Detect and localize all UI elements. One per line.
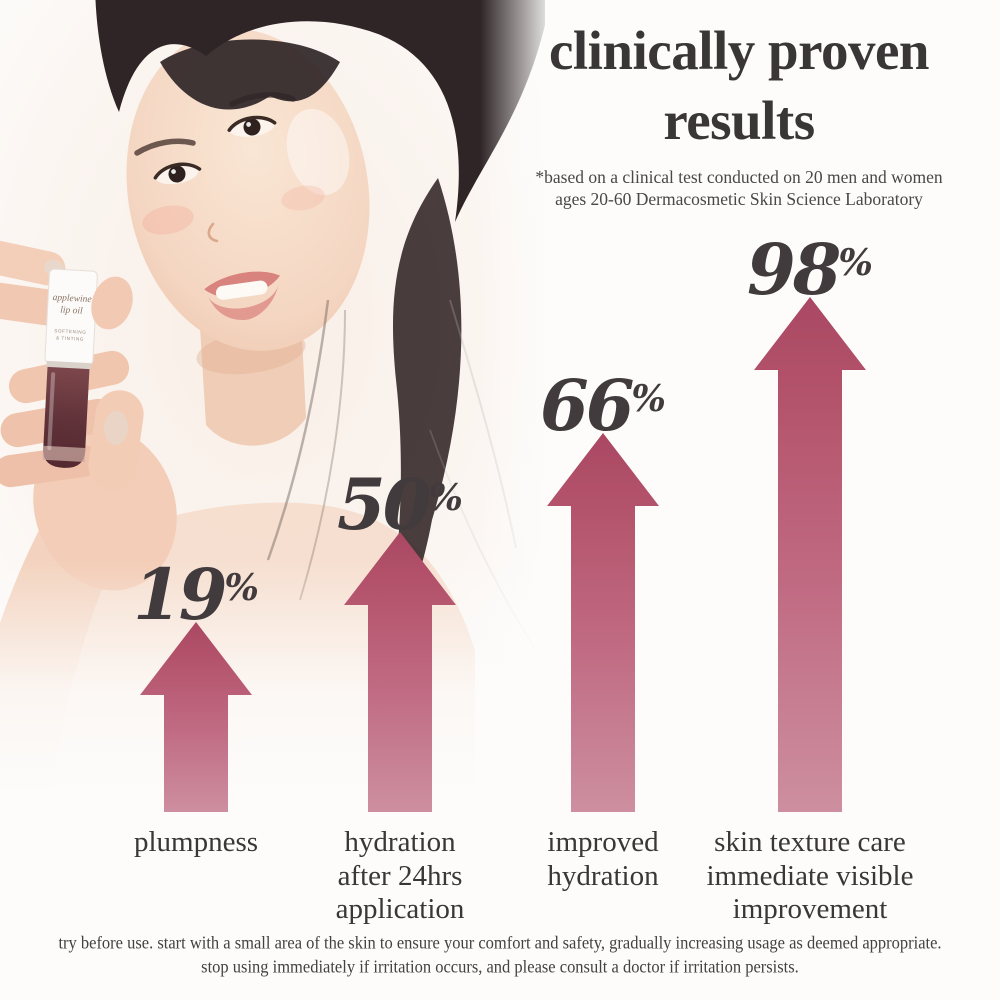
nose: [207, 222, 219, 243]
face: [126, 29, 370, 351]
bar-label: skin texture care immediate visible improv…: [706, 826, 914, 926]
lip-oil-bottle: applewine lip oil softening & tinting: [42, 268, 98, 468]
bottle-glass-bottom: [42, 445, 86, 462]
disclaimer: try before use. start with a small area …: [15, 932, 985, 980]
bottle-label-line2: lip oil: [60, 305, 83, 316]
photo-fade-right: [480, 0, 580, 800]
hair-top: [95, 0, 545, 222]
bottle-highlight: [47, 372, 56, 451]
cheek-highlight: [286, 108, 350, 196]
up-arrow: [344, 532, 456, 812]
clinical-test-note: *based on a clinical test conducted on 2…: [505, 166, 973, 210]
header: clinically proven results *based on a cl…: [505, 16, 973, 210]
model-photo: applewine lip oil softening & tinting: [0, 0, 580, 800]
bar-value: 66%: [539, 364, 666, 447]
bar-value: 50%: [336, 463, 463, 546]
note-line2: ages 20-60 Dermacosmetic Skin Science La…: [555, 188, 923, 209]
bottle-label-sub2: & tinting: [56, 335, 84, 341]
bar-value: 98%: [746, 228, 873, 311]
thumb: [88, 390, 144, 490]
blush-right: [281, 185, 325, 211]
blush-left: [142, 205, 194, 235]
bottle-body: [43, 366, 90, 468]
bottle-label-line1: applewine: [52, 293, 92, 305]
up-arrow: [754, 297, 866, 812]
disclaimer-line1: try before use. start with a small area …: [58, 933, 942, 953]
hair-wisp-1: [266, 299, 330, 561]
percent-sign: %: [428, 476, 463, 520]
note-line1: *based on a clinical test conducted on 2…: [535, 166, 943, 187]
page-title-line2: results: [663, 90, 815, 152]
lips: [204, 271, 281, 321]
eyebrow-right: [134, 138, 196, 156]
eye-right: [153, 162, 202, 185]
bottle-label-sub1: softening: [54, 328, 86, 335]
bar-label: improved hydration: [547, 826, 659, 892]
percent-sign: %: [631, 377, 666, 421]
bar-label: hydration after 24hrs application: [335, 826, 465, 926]
page-title-line1: clinically proven: [548, 20, 930, 81]
disclaimer-line2: stop using immediately if irritation occ…: [201, 956, 799, 977]
up-arrow: [140, 622, 252, 812]
eye-left: [227, 115, 277, 137]
hair-bangs: [160, 39, 340, 110]
up-arrow: [547, 433, 659, 812]
bar-value: 19%: [132, 553, 259, 636]
index-fingertip: [91, 276, 133, 330]
percent-sign: %: [838, 241, 873, 285]
bar-label: plumpness: [133, 826, 259, 858]
percent-sign: %: [224, 566, 259, 610]
